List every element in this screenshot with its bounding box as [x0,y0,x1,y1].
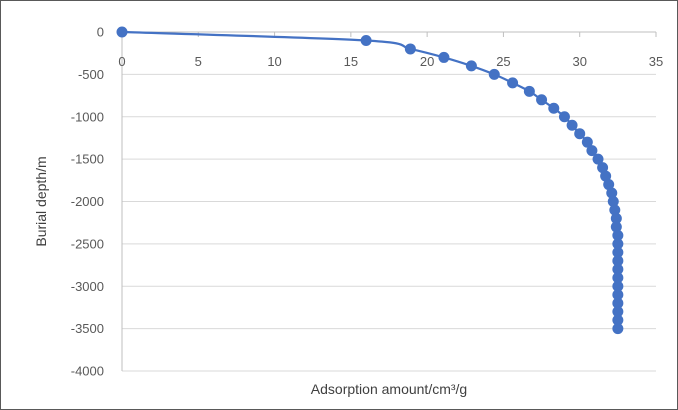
data-point [116,26,128,38]
data-point [404,43,416,55]
axes [121,31,657,371]
y-tick-label: -1500 [71,152,104,167]
y-tick-label: -2000 [71,194,104,209]
series-line [121,30,620,329]
gridlines [122,73,656,372]
data-point [548,102,560,114]
x-axis-title: Adsorption amount/cm³/g [311,381,467,397]
y-tick-label: -3000 [71,279,104,294]
data-point [360,34,372,46]
y-axis-title: Burial depth/m [33,156,49,246]
data-point [523,85,535,97]
tick-labels: 0 -500 -1000 -1500 -2000 -2500 -3000 -3500 -4000… [71,25,663,379]
data-point [465,60,477,72]
x-tick-label: 20 [420,54,434,69]
data-point [438,51,450,63]
x-tick-label: 25 [496,54,510,69]
data-point [581,136,593,148]
series-markers [116,26,624,335]
x-tick-label: 0 [118,54,125,69]
data-point [536,94,548,106]
data-point [507,77,519,89]
x-tick-label: 15 [344,54,358,69]
x-tick-label: 5 [195,54,202,69]
y-tick-label: -1000 [71,109,104,124]
data-point [558,111,570,123]
y-tick-label: -4000 [71,364,104,379]
data-point [566,119,578,131]
data-point [586,145,598,157]
y-tick-label: -500 [78,67,104,82]
y-tick-label: -3500 [71,321,104,336]
x-tick-label: 35 [649,54,663,69]
x-tick-label: 30 [572,54,586,69]
data-point [592,153,604,165]
data-point [488,68,500,80]
x-tick-label: 10 [267,54,281,69]
series-line-group [121,30,620,329]
data-point [612,323,624,335]
y-tick-label: 0 [97,25,104,40]
y-tick-label: -2500 [71,236,104,251]
data-point [574,128,586,140]
